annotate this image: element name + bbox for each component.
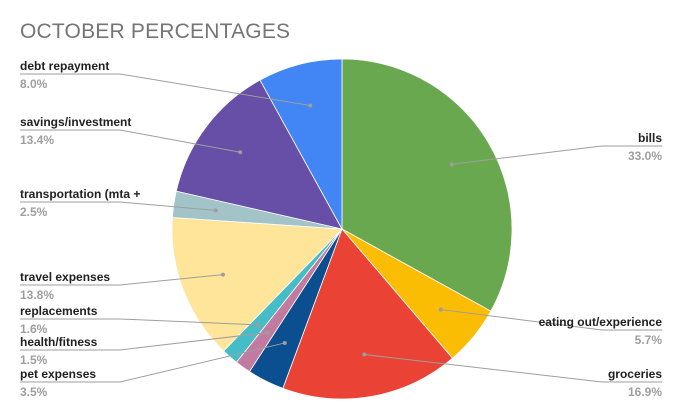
slice-label-bills: bills — [638, 131, 662, 145]
slice-value-pet-expenses: 3.5% — [20, 385, 48, 399]
leader-line-transportation-mta — [20, 201, 216, 211]
slice-groceries — [282, 228, 454, 400]
slice-labels: bills 33.0% eating out/experience 5.7% groce… — [20, 59, 662, 399]
slice-value-eating-out-experience: 5.7% — [635, 333, 663, 347]
slice-label-debt-repayment: debt repayment — [20, 59, 109, 73]
leader-dot-replacements — [255, 322, 260, 327]
leader-dot-pet-expenses — [282, 340, 287, 345]
leader-line-travel-expenses — [20, 274, 224, 286]
slice-label-pet-expenses: pet expenses — [20, 367, 96, 381]
leader-dot-travel-expenses — [220, 272, 225, 277]
slice-value-bills: 33.0% — [628, 149, 662, 163]
slice-label-groceries: groceries — [608, 367, 662, 381]
slice-label-savings-investment: savings/investment — [20, 115, 131, 129]
slice-label-transportation-mta: transportation (mta + — [20, 187, 140, 201]
slice-value-health-fitness: 1.5% — [20, 353, 48, 367]
leader-dot-transportation-mta — [213, 208, 218, 213]
leader-line-health-fitness — [20, 332, 268, 351]
slice-label-travel-expenses: travel expenses — [20, 270, 110, 284]
slice-savings-investment — [175, 79, 343, 230]
leader-line-groceries — [364, 354, 662, 383]
leader-dot-groceries — [362, 352, 367, 357]
leader-dot-eating-out-experience — [438, 307, 443, 312]
leader-dot-health-fitness — [265, 330, 270, 335]
slice-value-transportation-mta: 2.5% — [20, 205, 48, 219]
slices — [171, 58, 513, 400]
leader-lines — [20, 73, 662, 383]
slice-label-eating-out-experience: eating out/experience — [539, 315, 663, 329]
leader-line-savings-investment — [20, 129, 241, 153]
slice-value-savings-investment: 13.4% — [20, 133, 54, 147]
leader-dot-savings-investment — [238, 150, 243, 155]
slice-label-replacements: replacements — [20, 304, 98, 318]
leader-dot-bills — [449, 162, 454, 167]
slice-value-travel-expenses: 13.8% — [20, 288, 54, 302]
leader-line-debt-repayment — [20, 73, 311, 107]
slice-label-health-fitness: health/fitness — [20, 335, 98, 349]
slice-debt-repayment — [259, 58, 343, 230]
leader-dot-debt-repayment — [308, 103, 313, 108]
slice-value-replacements: 1.6% — [20, 322, 48, 336]
chart-title: OCTOBER PERCENTAGES — [20, 20, 291, 43]
slice-bills — [341, 58, 513, 312]
leader-line-pet-expenses — [20, 342, 285, 383]
slice-value-debt-repayment: 8.0% — [20, 77, 48, 91]
slice-travel-expenses — [171, 217, 343, 352]
leader-line-bills — [451, 145, 662, 165]
slice-value-groceries: 16.9% — [628, 385, 662, 399]
leader-line-replacements — [20, 318, 258, 326]
leader-line-eating-out-experience — [440, 309, 662, 331]
